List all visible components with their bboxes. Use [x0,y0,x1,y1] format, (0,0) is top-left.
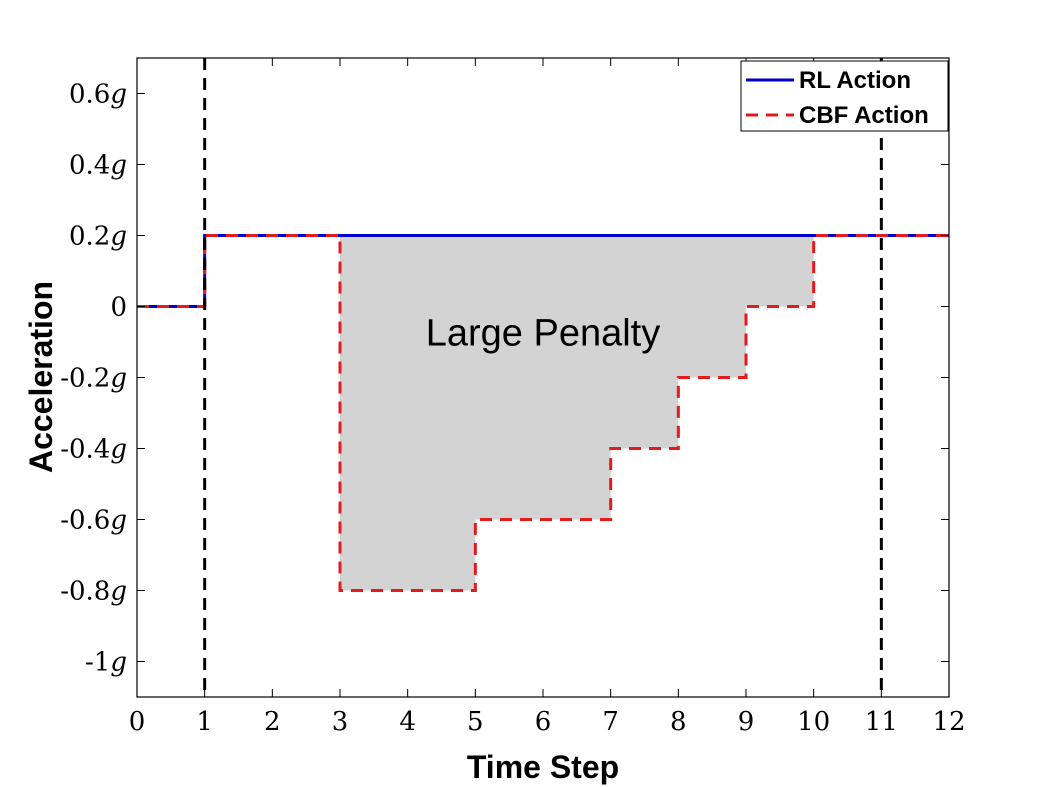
y-tick-label: -1g [85,648,127,678]
x-tick-label: 4 [399,707,416,737]
y-tick-label: -0.4g [60,435,127,465]
x-tick-label: 3 [332,707,349,737]
legend-label-cbf-action: CBF Action [799,102,929,129]
x-tick-label: 5 [467,707,484,737]
legend-box [740,60,949,132]
shaded-penalty-region [340,235,814,591]
x-ticks: 0 1 2 3 4 5 6 7 8 9 10 11 12 [129,58,966,737]
legend[interactable]: RL Action CBF Action [740,60,949,132]
shaded-region-layer [340,235,814,591]
y-tick-label: 0 [110,293,127,323]
x-tick-label: 10 [797,707,830,737]
legend-label-rl-action: RL Action [799,67,911,94]
x-tick-label: 12 [932,707,965,737]
x-tick-label: 9 [738,707,755,737]
series-line-cbf-action [137,234,949,592]
x-tick-label: 11 [865,707,898,737]
vertical-lines-layer [203,58,883,697]
x-tick-label: 2 [264,707,281,737]
y-tick-label: -0.8g [60,577,127,607]
x-tick-label: 1 [196,707,213,737]
y-axis-label: Acceleration [23,281,59,473]
x-tick-label: 0 [129,707,146,737]
x-tick-label: 8 [670,707,687,737]
y-tick-label: -0.6g [60,506,127,536]
y-tick-label: 0.4g [69,151,127,181]
y-tick-label: 0.2g [69,222,127,252]
x-axis-label: Time Step [467,749,619,785]
y-ticks: 0.6g 0.4g 0.2g 0 -0.2g -0.4g -0.6g -0.8g -1g [60,80,949,678]
y-tick-label: 0.6g [69,80,127,110]
x-tick-label: 6 [535,707,552,737]
y-tick-label: -0.2g [60,364,127,394]
series-layer [137,234,949,592]
x-tick-label: 7 [602,707,619,737]
annotation-large-penalty: Large Penalty [426,313,661,355]
